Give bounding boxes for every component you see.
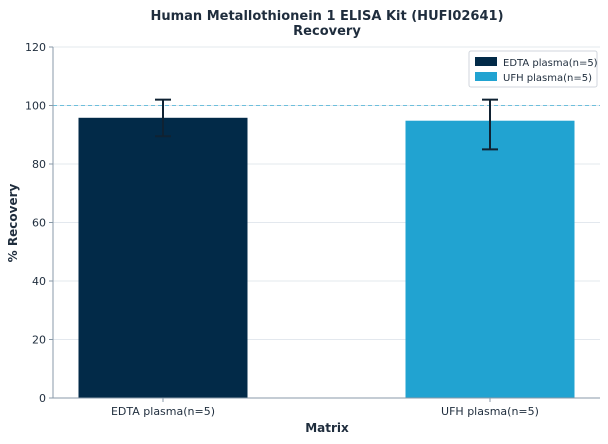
x-ticks: EDTA plasma(n=5) UFH plasma(n=5) [111, 398, 539, 418]
y-tick-label-2: 40 [32, 275, 46, 288]
bars [78, 117, 575, 399]
y-tick-label-3: 60 [32, 217, 46, 230]
y-tick-label-0: 0 [39, 392, 46, 405]
error-bars [155, 98, 498, 151]
chart-title: Human Metallothionein 1 ELISA Kit (HUFI0… [150, 9, 503, 24]
error-bar-0 [155, 98, 171, 138]
bar-1 [405, 120, 575, 399]
y-tick-label-1: 20 [32, 334, 46, 347]
legend: EDTA plasma(n=5) UFH plasma(n=5) [468, 50, 598, 88]
legend-label-0: EDTA plasma(n=5) [503, 58, 598, 69]
y-ticks: 0 20 40 60 80 100 120 [25, 41, 53, 405]
y-tick-label-4: 80 [32, 158, 46, 171]
x-axis-label: Matrix [305, 421, 349, 435]
legend-swatch-0 [475, 57, 497, 66]
error-bar-1 [482, 98, 498, 151]
legend-box [468, 50, 598, 88]
y-tick-label-6: 120 [25, 41, 46, 54]
x-tick-label-0: EDTA plasma(n=5) [111, 405, 215, 418]
x-tick-label-1: UFH plasma(n=5) [441, 405, 539, 418]
legend-label-1: UFH plasma(n=5) [503, 73, 592, 84]
bar-0 [78, 117, 248, 398]
legend-swatch-1 [475, 72, 497, 81]
y-tick-label-5: 100 [25, 100, 46, 113]
chart-subtitle: Recovery [293, 24, 361, 39]
y-axis-label: % Recovery [6, 184, 20, 263]
